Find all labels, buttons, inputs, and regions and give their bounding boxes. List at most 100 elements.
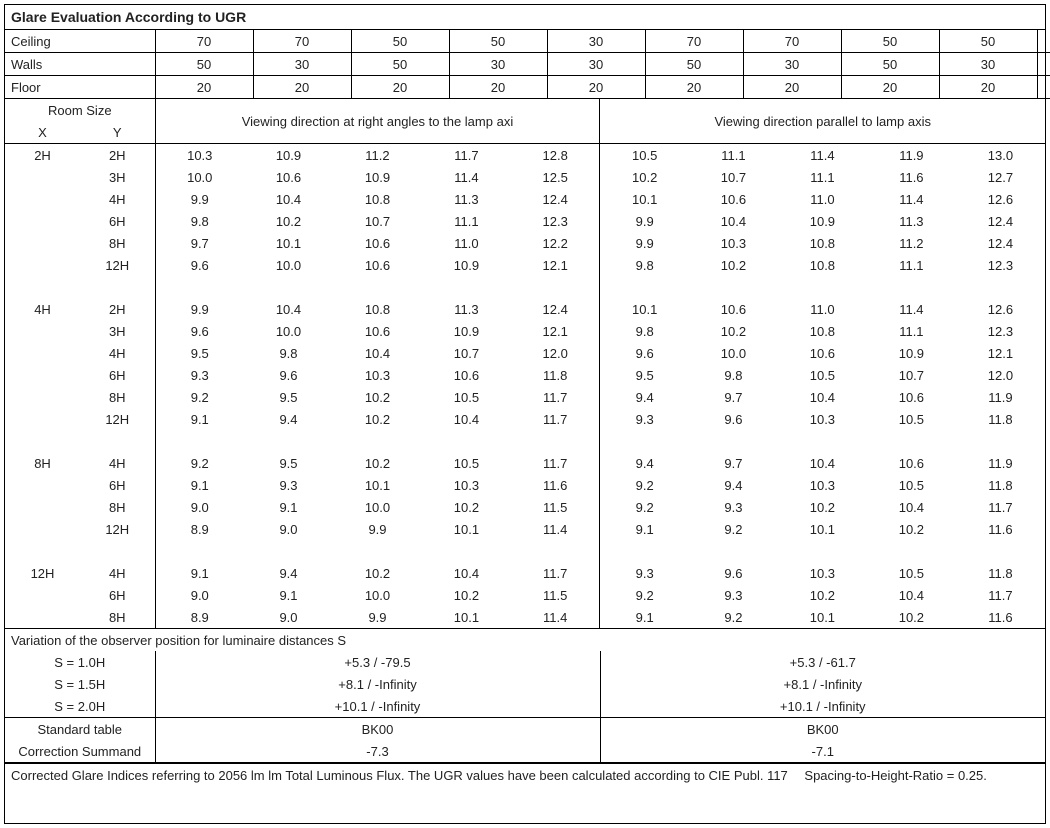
header-value: 20 — [351, 76, 449, 99]
header-row: Floor20202020202020202020 — [5, 76, 1050, 99]
ugr-value: 9.1 — [600, 518, 689, 540]
ugr-value: 11.2 — [867, 232, 956, 254]
room-x — [5, 518, 80, 540]
ugr-value: 11.7 — [956, 496, 1045, 518]
ugr-value: 10.4 — [333, 342, 422, 364]
room-y-label: Y — [113, 125, 122, 140]
ugr-value: 10.0 — [155, 166, 244, 188]
ugr-value: 11.7 — [422, 144, 511, 167]
room-y: 12H — [80, 408, 155, 430]
ugr-value: 13.0 — [956, 144, 1045, 167]
room-y: 2H — [80, 144, 155, 167]
ugr-value: 10.7 — [422, 342, 511, 364]
ugr-value: 11.1 — [689, 144, 778, 167]
ugr-value: 9.5 — [244, 452, 333, 474]
ugr-value: 9.7 — [689, 452, 778, 474]
ugr-value: 9.9 — [155, 188, 244, 210]
ugr-value: 10.1 — [244, 232, 333, 254]
ugr-value: 9.8 — [155, 210, 244, 232]
ugr-value: 10.1 — [600, 298, 689, 320]
std-table-right: BK00 — [600, 718, 1045, 741]
variation-row: S = 1.5H+8.1 / -Infinity+8.1 / -Infinity — [5, 673, 1045, 695]
ugr-value: 10.8 — [333, 298, 422, 320]
ugr-value: 9.2 — [689, 518, 778, 540]
ugr-value: 10.0 — [333, 496, 422, 518]
correction-left: -7.3 — [155, 740, 600, 763]
header-value: 70 — [743, 30, 841, 53]
ugr-value: 9.9 — [333, 518, 422, 540]
ugr-value: 9.0 — [155, 496, 244, 518]
ugr-value: 10.4 — [867, 584, 956, 606]
ugr-value: 9.3 — [244, 474, 333, 496]
ugr-value: 10.2 — [333, 452, 422, 474]
header-value: 50 — [155, 53, 253, 76]
room-y: 6H — [80, 474, 155, 496]
ugr-value: 12.3 — [511, 210, 600, 232]
ugr-value: 12.3 — [956, 254, 1045, 276]
ugr-value: 10.4 — [778, 452, 867, 474]
header-value: 30 — [743, 53, 841, 76]
ugr-value: 9.7 — [689, 386, 778, 408]
spacer-row — [5, 430, 1045, 452]
ugr-value: 10.6 — [867, 452, 956, 474]
correction-label: Correction Summand — [5, 740, 155, 763]
ugr-table-container: Glare Evaluation According to UGR Ceilin… — [4, 4, 1046, 824]
variation-s: S = 2.0H — [5, 695, 155, 717]
room-x-label: X — [38, 125, 47, 140]
ugr-value: 11.4 — [511, 606, 600, 628]
ugr-value: 10.4 — [244, 188, 333, 210]
room-y: 4H — [80, 188, 155, 210]
ugr-value: 11.8 — [511, 364, 600, 386]
ugr-value: 12.8 — [511, 144, 600, 167]
ugr-value: 10.1 — [778, 518, 867, 540]
ugr-value: 9.2 — [600, 496, 689, 518]
variation-left: +10.1 / -Infinity — [155, 695, 600, 717]
ugr-value: 10.3 — [422, 474, 511, 496]
ugr-value: 11.3 — [867, 210, 956, 232]
header-value: 50 — [351, 53, 449, 76]
ugr-value: 10.6 — [333, 254, 422, 276]
ugr-value: 11.4 — [867, 298, 956, 320]
header-value: 50 — [449, 30, 547, 53]
ugr-value: 9.1 — [600, 606, 689, 628]
ugr-value: 10.7 — [867, 364, 956, 386]
ugr-value: 10.5 — [600, 144, 689, 167]
ugr-value: 9.8 — [600, 254, 689, 276]
ugr-value: 11.0 — [422, 232, 511, 254]
ugr-value: 9.5 — [600, 364, 689, 386]
ugr-value: 11.4 — [511, 518, 600, 540]
header-value: 20 — [841, 76, 939, 99]
header-value: 70 — [645, 30, 743, 53]
ugr-value: 11.1 — [778, 166, 867, 188]
ugr-value: 10.7 — [333, 210, 422, 232]
ugr-value: 10.3 — [778, 474, 867, 496]
ugr-value: 10.2 — [422, 584, 511, 606]
ugr-value: 9.4 — [244, 562, 333, 584]
ugr-value: 10.3 — [333, 364, 422, 386]
ugr-value: 11.4 — [778, 144, 867, 167]
room-x — [5, 166, 80, 188]
header-value: 50 — [841, 53, 939, 76]
ugr-value: 10.8 — [778, 320, 867, 342]
ugr-value: 10.3 — [689, 232, 778, 254]
ugr-value: 12.1 — [956, 342, 1045, 364]
ugr-value: 10.0 — [333, 584, 422, 606]
ugr-value: 12.4 — [511, 188, 600, 210]
ugr-value: 10.3 — [778, 562, 867, 584]
data-row: 4H9.59.810.410.712.09.610.010.610.912.1 — [5, 342, 1045, 364]
ugr-value: 11.6 — [956, 518, 1045, 540]
footer-note: Corrected Glare Indices referring to 205… — [5, 763, 1045, 823]
ugr-value: 10.4 — [244, 298, 333, 320]
header-value: 20 — [1037, 76, 1050, 99]
ugr-value: 9.9 — [600, 210, 689, 232]
ugr-value: 12.6 — [956, 188, 1045, 210]
ugr-value: 11.9 — [956, 452, 1045, 474]
room-y: 6H — [80, 584, 155, 606]
std-table-label: Standard table — [5, 718, 155, 741]
ugr-value: 10.2 — [333, 386, 422, 408]
ugr-value: 10.7 — [689, 166, 778, 188]
variation-s: S = 1.0H — [5, 651, 155, 673]
ugr-value: 10.5 — [422, 386, 511, 408]
data-row: 3H9.610.010.610.912.19.810.210.811.112.3 — [5, 320, 1045, 342]
room-x — [5, 342, 80, 364]
